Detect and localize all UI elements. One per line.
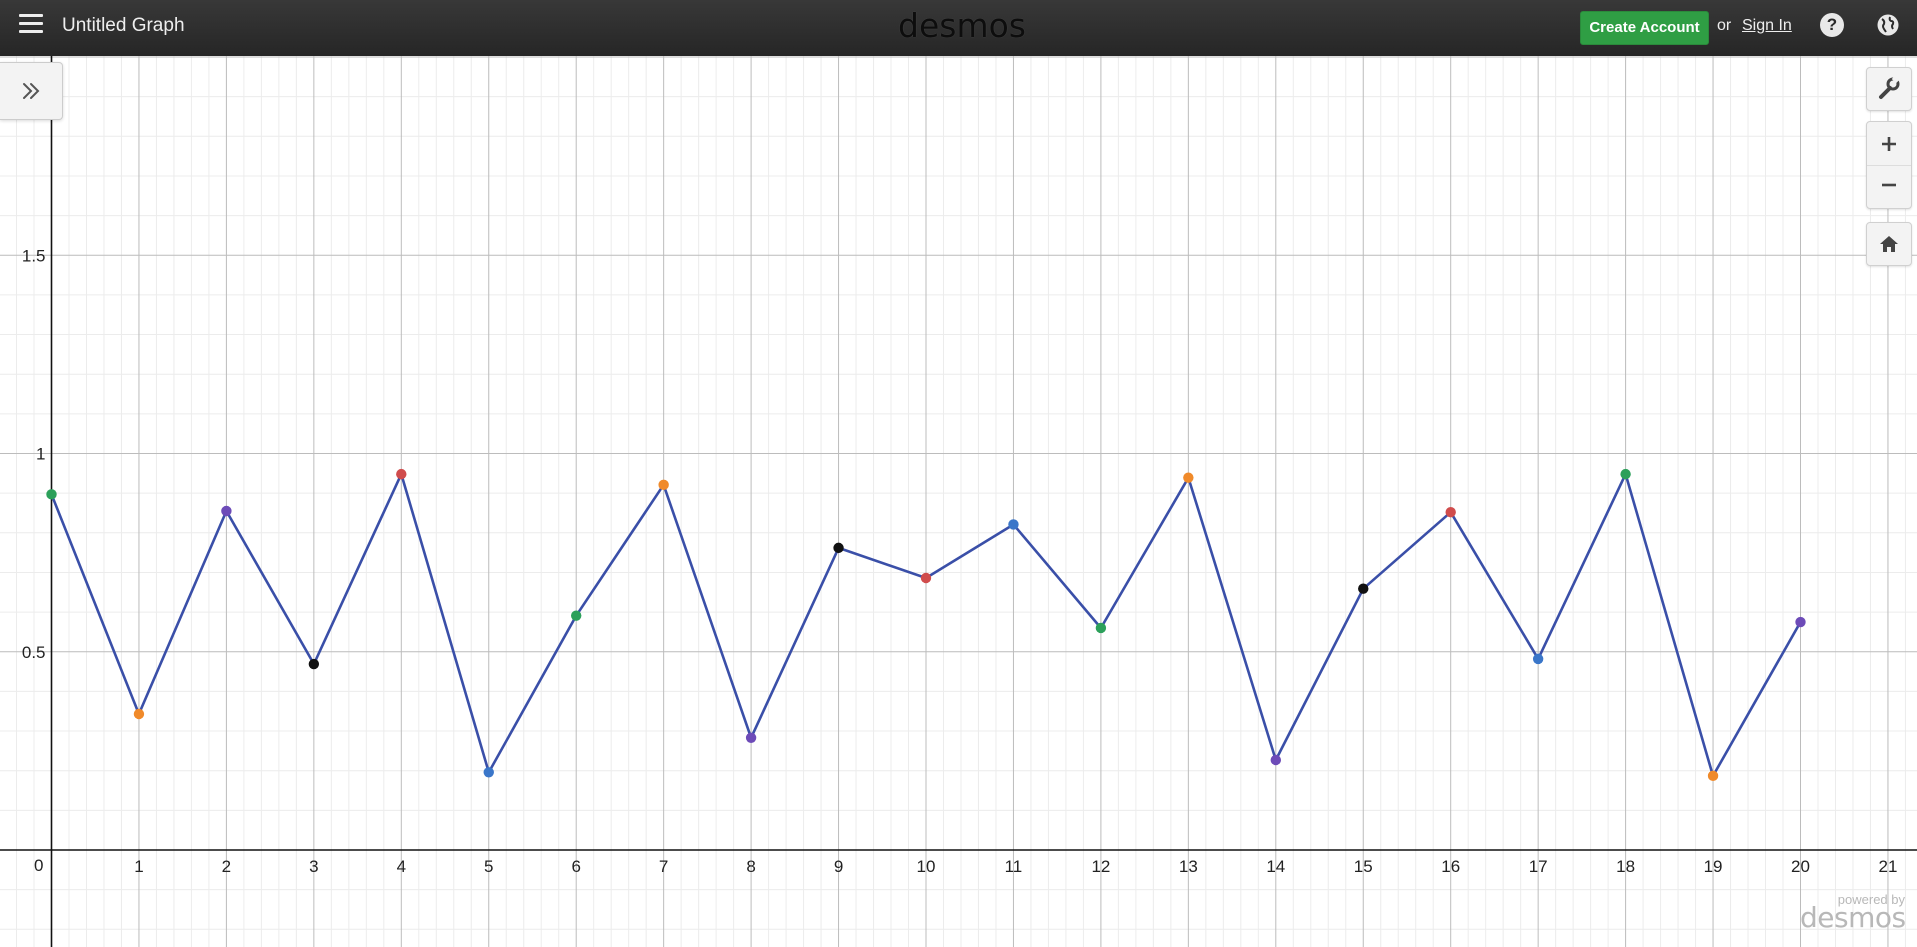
data-point[interactable] [833, 542, 844, 554]
data-point[interactable] [46, 489, 57, 500]
data-point[interactable] [1008, 519, 1019, 530]
data-point[interactable] [483, 767, 494, 778]
x-tick-label: 17 [1529, 857, 1548, 876]
data-point[interactable] [1445, 506, 1456, 518]
x-tick-label: 12 [1091, 857, 1110, 876]
data-point[interactable] [1532, 653, 1544, 665]
graph-settings-button[interactable] [1866, 67, 1912, 111]
data-point[interactable] [745, 732, 757, 743]
data-point[interactable] [1707, 770, 1719, 782]
y-tick-label: 1 [36, 445, 45, 464]
sign-in-link[interactable]: Sign In [1742, 17, 1792, 34]
language-button[interactable] [1876, 13, 1900, 37]
x-tick-label: 18 [1616, 857, 1635, 876]
data-point[interactable] [396, 468, 407, 480]
default-viewport-button[interactable] [1866, 222, 1912, 266]
minor-gridlines [0, 56, 1917, 947]
x-tick-label: 14 [1266, 857, 1285, 876]
tick-labels: 1 2 3 4 5 6 7 8 9 10 11 12 13 14 15 16 17 18 19 20 210.511.5… [22, 246, 1898, 876]
hamburger-menu-icon[interactable] [19, 14, 43, 36]
x-tick-label: 20 [1791, 857, 1810, 876]
x-tick-label: 13 [1179, 857, 1198, 876]
x-tick-label: 19 [1704, 857, 1723, 876]
x-tick-label: 16 [1441, 857, 1460, 876]
x-tick-label: 8 [746, 857, 755, 876]
zoom-controls [1866, 121, 1912, 209]
data-point[interactable] [571, 610, 582, 621]
x-tick-label: 4 [397, 857, 406, 876]
globe-icon [1877, 14, 1899, 36]
minus-icon [1882, 183, 1896, 187]
x-tick-label: 21 [1878, 857, 1897, 876]
powered-by-text: powered by [1837, 892, 1905, 907]
x-tick-label: 15 [1354, 857, 1373, 876]
data-point[interactable] [221, 505, 232, 517]
graph-canvas[interactable]: 1 2 3 4 5 6 7 8 9 10 11 12 13 14 15 16 17 18 19 20 210.511.5… [0, 56, 1917, 947]
data-point[interactable] [1795, 616, 1806, 628]
zoom-in-button[interactable] [1867, 122, 1911, 166]
data-point[interactable] [308, 658, 320, 670]
powered-by-logo: desmos [1800, 901, 1906, 934]
data-points [46, 468, 1806, 782]
axes [0, 56, 1917, 947]
data-point[interactable] [1358, 583, 1369, 594]
major-gridlines [0, 56, 1917, 947]
origin-label: 0 [34, 856, 43, 875]
wrench-icon [1879, 74, 1901, 99]
home-icon [1880, 236, 1898, 252]
graph-title[interactable]: Untitled Graph [62, 15, 185, 36]
or-text: or [1717, 17, 1732, 34]
powered-by-desmos: powered by desmos [1800, 892, 1906, 934]
x-tick-label: 9 [834, 857, 843, 876]
plus-icon [1882, 137, 1896, 151]
x-tick-label: 7 [659, 857, 668, 876]
x-tick-label: 6 [571, 857, 580, 876]
data-point[interactable] [1270, 754, 1282, 766]
expand-expression-list-button[interactable] [0, 62, 63, 120]
desmos-logo: desmos [898, 6, 1026, 45]
y-tick-label: 0.5 [22, 643, 46, 662]
data-point[interactable] [133, 708, 145, 720]
help-button[interactable]: ? [1820, 13, 1844, 37]
x-tick-label: 11 [1005, 857, 1023, 876]
create-account-button[interactable]: Create Account [1580, 11, 1709, 45]
x-tick-label: 1 [134, 857, 143, 876]
double-chevron-right-icon [23, 83, 40, 99]
zoom-out-button[interactable] [1867, 165, 1911, 208]
x-tick-label: 3 [309, 857, 318, 876]
data-point[interactable] [1095, 622, 1107, 634]
x-tick-label: 2 [222, 857, 231, 876]
question-icon: ? [1826, 15, 1838, 34]
top-bar: Untitled Graph desmos Create Account or … [0, 0, 1917, 56]
y-tick-label: 1.5 [22, 246, 46, 265]
x-tick-label: 5 [484, 857, 493, 876]
data-point[interactable] [920, 572, 932, 584]
data-point[interactable] [1183, 472, 1194, 483]
data-point[interactable] [1620, 468, 1631, 480]
data-point[interactable] [658, 479, 669, 491]
x-tick-label: 10 [917, 857, 936, 876]
